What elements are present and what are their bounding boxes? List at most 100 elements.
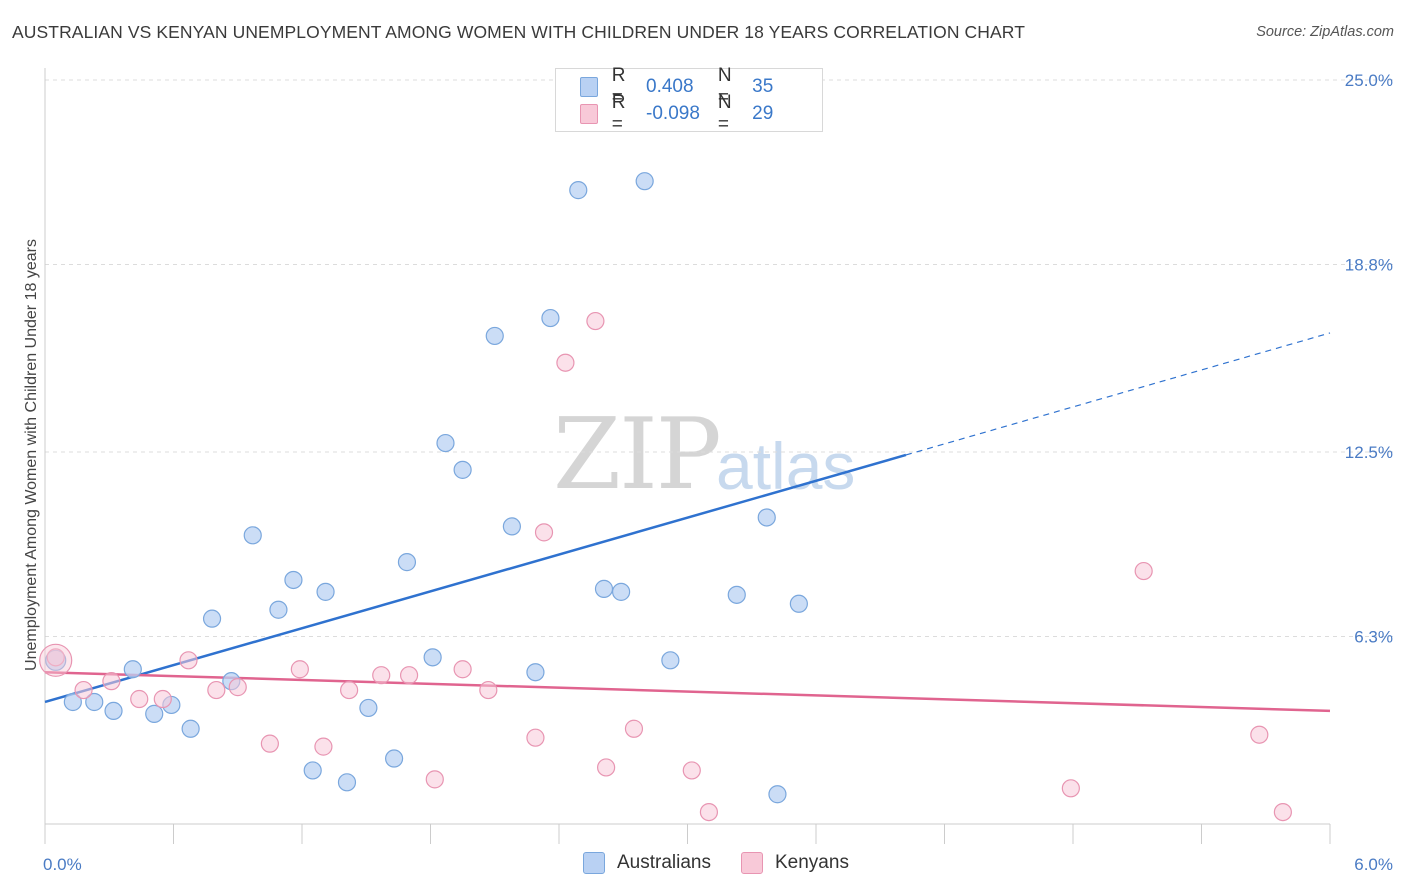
- australians-point: [123, 660, 142, 679]
- n-label: N =: [717, 92, 732, 135]
- kenyans-trend-line: [44, 670, 1331, 713]
- kenyans-point: [399, 666, 419, 685]
- australians-point: [384, 749, 404, 768]
- australians-point: [303, 761, 322, 780]
- series-legend: Australians Kenyans: [583, 852, 879, 874]
- australians-point: [727, 585, 746, 604]
- kenyans-point: [1134, 561, 1153, 581]
- kenyans-point: [624, 719, 644, 738]
- kenyans-point: [1250, 725, 1269, 744]
- australians-point: [502, 517, 521, 536]
- legend-row-australians: R = 0.408 N = 35: [580, 65, 822, 108]
- australians-point: [485, 326, 504, 346]
- australians-point: [612, 582, 631, 601]
- legend-row-kenyans: R = -0.098 N = 29: [580, 92, 822, 135]
- y-tick-label: 25.0%: [1345, 71, 1393, 90]
- kenyans-point: [290, 660, 309, 679]
- australians-point: [757, 508, 776, 527]
- australians-point: [526, 663, 545, 682]
- australians-legend-swatch: [583, 852, 605, 874]
- kenyans-point: [179, 651, 198, 670]
- australians-point: [541, 308, 560, 328]
- r-label: R =: [611, 92, 626, 135]
- trend-lines: [44, 332, 1331, 713]
- kenyans-point: [207, 680, 226, 700]
- australians-trend-line: [44, 453, 907, 704]
- kenyans-point: [372, 666, 391, 685]
- legend-item-australians[interactable]: Australians: [583, 852, 711, 874]
- r-value-kenyans: -0.098: [646, 103, 700, 124]
- australians-point: [181, 719, 200, 738]
- australians-point: [316, 582, 335, 601]
- australians-point: [453, 460, 472, 479]
- y-tick-label: 6.3%: [1354, 628, 1393, 647]
- correlation-legend: R = 0.408 N = 35 R = -0.098 N = 29: [555, 65, 823, 135]
- australians-point: [594, 579, 614, 598]
- kenyans-point: [46, 648, 65, 667]
- n-value-australians: 35: [752, 76, 774, 97]
- data-points: [39, 172, 1292, 822]
- australians-point: [284, 570, 303, 590]
- kenyans-point: [586, 311, 605, 331]
- legend-item-kenyans[interactable]: Kenyans: [741, 852, 849, 874]
- kenyans-point: [682, 761, 701, 780]
- kenyans-point: [153, 689, 172, 709]
- australians-point: [436, 433, 455, 453]
- kenyans-point: [597, 758, 616, 777]
- kenyans-point: [102, 672, 121, 691]
- australians-point: [63, 692, 82, 712]
- kenyans-point: [534, 523, 554, 542]
- x-tick-label: 6.0%: [1354, 855, 1393, 874]
- australians-point: [202, 609, 222, 628]
- y-axis-label: Unemployment Among Women with Children U…: [23, 239, 40, 671]
- australians-swatch: [580, 77, 598, 97]
- australians-point: [243, 526, 262, 545]
- australians-point: [85, 692, 104, 712]
- kenyans-point: [340, 680, 359, 700]
- australians-point: [397, 553, 417, 572]
- axes: [44, 68, 1331, 844]
- australians-point: [104, 701, 123, 721]
- n-label: N =: [717, 65, 732, 108]
- kenyans-point: [74, 680, 93, 700]
- kenyans-point: [526, 728, 545, 747]
- kenyans-point: [228, 678, 247, 697]
- source-credit: Source: ZipAtlas.com: [1256, 24, 1394, 40]
- kenyans-point: [453, 660, 472, 679]
- kenyans-point: [39, 643, 73, 677]
- tick-labels: 6.3% 12.5% 18.8% 25.0% 0.0% 6.0%: [43, 71, 1393, 874]
- r-label: R =: [611, 65, 626, 108]
- australians-point: [569, 181, 588, 200]
- kenyans-legend-swatch: [741, 852, 763, 874]
- kenyans-point: [1061, 779, 1080, 798]
- kenyans-point: [1273, 802, 1292, 822]
- australians-point: [789, 594, 808, 613]
- y-tick-label: 12.5%: [1345, 443, 1393, 462]
- chart-title: AUSTRALIAN VS KENYAN UNEMPLOYMENT AMONG …: [12, 22, 1026, 42]
- kenyans-point: [425, 770, 444, 789]
- australians-point: [661, 651, 680, 670]
- australians-trend-extension: [905, 332, 1331, 456]
- australians-point: [768, 785, 787, 804]
- kenyans-point: [314, 737, 333, 756]
- kenyans-point: [556, 353, 575, 372]
- australians-point: [359, 698, 378, 718]
- x-tick-label: 0.0%: [43, 855, 82, 874]
- r-value-australians: 0.408: [646, 76, 694, 97]
- australians-point: [635, 172, 654, 191]
- watermark-zip: ZIP: [553, 398, 722, 512]
- n-value-kenyans: 29: [752, 103, 774, 124]
- australians-point: [337, 773, 357, 792]
- australians-point: [145, 704, 164, 723]
- grid-lines: [45, 79, 1395, 638]
- kenyans-point: [260, 734, 279, 753]
- australians-legend-label: Australians: [617, 852, 711, 873]
- y-tick-label: 18.8%: [1345, 256, 1393, 275]
- australians-point: [269, 600, 288, 619]
- kenyans-swatch: [580, 104, 598, 124]
- kenyans-point: [130, 689, 149, 709]
- australians-point: [423, 648, 442, 667]
- kenyans-point: [479, 680, 498, 700]
- kenyans-legend-label: Kenyans: [775, 852, 849, 873]
